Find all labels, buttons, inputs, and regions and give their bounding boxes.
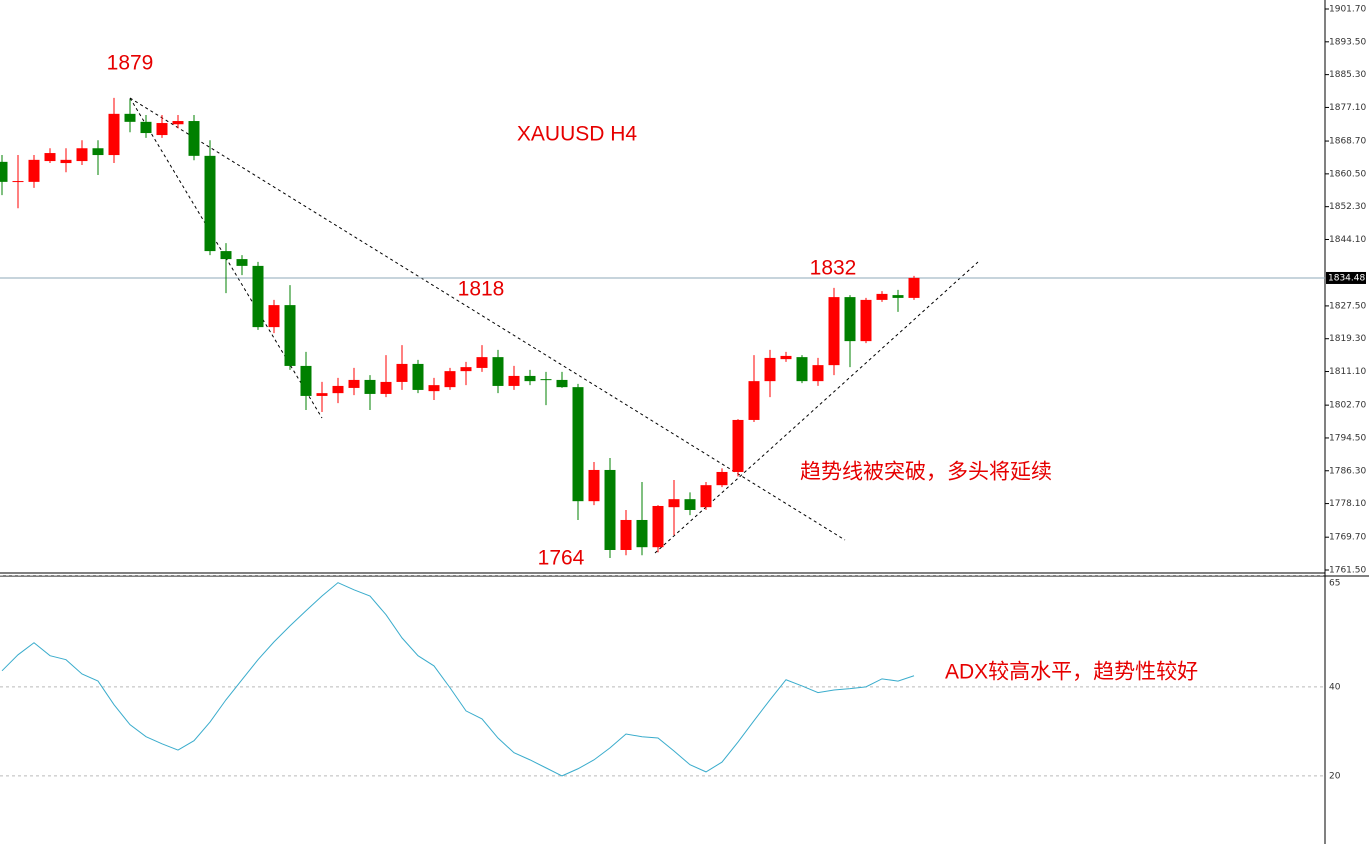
y-tick-label: 1802.70 [1329,401,1366,411]
candle-body [396,363,408,382]
adx-line [1,582,915,777]
y-tick-label: 65 [1329,579,1340,589]
candle-body [476,357,488,368]
candle-body [108,113,120,156]
candle-body [908,277,920,298]
y-tick-label: 1827.50 [1329,301,1366,311]
candle-body [348,379,360,388]
candle-body [796,357,808,382]
y-tick-label: 1868.70 [1329,137,1366,147]
y-tick-label: 1885.30 [1329,70,1366,80]
price-tag: 1834.48 [1328,273,1365,283]
candle-body [268,305,280,328]
y-tick-label: 1860.50 [1329,169,1366,179]
candle-body [492,357,504,386]
candle-body [124,113,136,122]
y-tick-label: 1811.10 [1329,367,1366,377]
candle-body [572,387,584,502]
candle-body [44,153,56,162]
candle-body [380,381,392,394]
y-tick-label: 1901.70 [1329,5,1366,15]
annotation: 1832 [810,257,857,280]
y-tick-label: 1877.10 [1329,103,1366,113]
trendline [129,97,846,541]
candle-body [732,419,744,472]
candle-body [156,123,168,136]
candle-body [668,499,680,508]
candle-body [300,365,312,396]
y-tick-label: 1769.70 [1329,533,1366,543]
candle-body [28,159,40,182]
candle-body [284,305,296,366]
candle-body [620,519,632,550]
y-tick-label: 1761.50 [1329,565,1366,575]
candle-body [508,375,520,386]
candle-body [764,357,776,382]
annotation: ADX较高水平，趋势性较好 [945,661,1198,684]
candle-body [860,299,872,342]
annotation: 1764 [538,547,585,570]
y-tick-label: 1819.30 [1329,334,1366,344]
y-tick-label: 20 [1329,771,1341,781]
y-tick-label: 1786.30 [1329,466,1366,476]
candle-body [604,469,616,550]
candle-body [524,375,536,382]
candle-body [828,297,840,366]
candle-body [812,365,824,382]
annotation: 1879 [107,52,154,75]
candle-body [252,265,264,328]
y-tick-label: 1794.50 [1329,433,1366,443]
candle-body [188,121,200,156]
candle-body [316,393,328,396]
y-tick-label: 40 [1329,682,1341,692]
candle-body [636,519,648,548]
y-tick-label: 1844.10 [1329,235,1366,245]
candle-body [700,485,712,508]
candle-body [444,371,456,388]
candle-body [556,379,568,388]
candle-body [76,148,88,162]
candle-body [60,159,72,164]
candle-body [892,295,904,298]
candle-body [172,121,184,125]
y-tick-label: 1893.50 [1329,37,1366,47]
candle-body [780,355,792,360]
y-tick-label: 1852.30 [1329,202,1366,212]
candle-body [332,385,344,394]
annotation: 1818 [458,278,505,301]
y-tick-label: 1778.10 [1329,499,1366,509]
candle-body [652,505,664,548]
candle-body [204,155,216,252]
candle-body [220,251,232,260]
candle-body [716,471,728,486]
candle-body [460,367,472,372]
candle-body [540,379,552,381]
candle-body [684,499,696,510]
candle-body [412,363,424,390]
candle-body [428,385,440,392]
candle-body [140,121,152,134]
candle-body [588,469,600,502]
candle-body [236,259,248,266]
chart-title: XAUUSD H4 [517,123,638,146]
candle-body [844,297,856,342]
candle-body [876,293,888,300]
annotation: 趋势线被突破，多头将延续 [800,461,1052,484]
candle-body [0,161,8,182]
candle-body [748,381,760,420]
price-tag-bg [1326,271,1366,284]
candle-body [12,181,24,183]
candle-body [364,379,376,394]
candle-body [92,148,104,156]
